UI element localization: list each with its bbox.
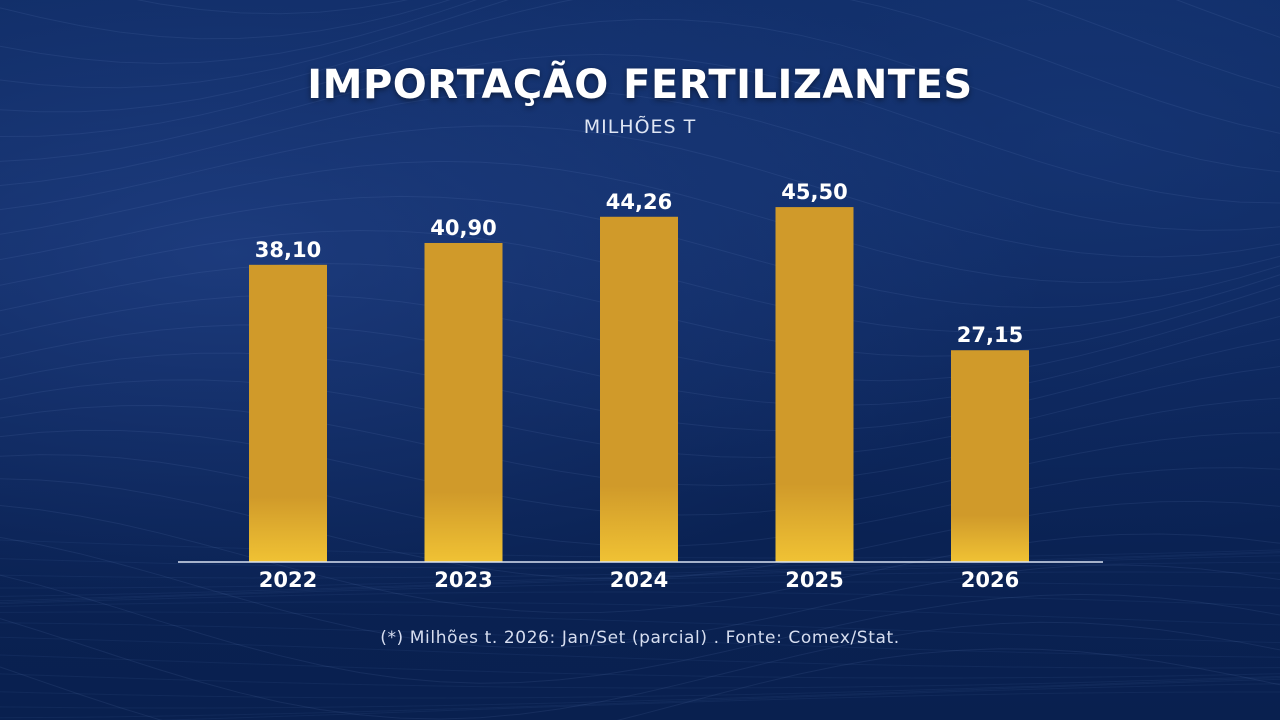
value-label-2023: 40,90	[430, 216, 496, 240]
wave-line	[0, 591, 1280, 607]
bar-2022	[249, 264, 327, 562]
category-label-2026: 2026	[961, 568, 1019, 592]
wave-line	[0, 574, 1280, 684]
wave-line	[0, 505, 1280, 614]
bar-2023	[424, 242, 503, 563]
wave-line	[0, 677, 1280, 699]
wave-line	[0, 0, 451, 40]
wave-line	[0, 581, 1280, 603]
wave-line	[0, 536, 1280, 649]
wave-line	[0, 673, 1280, 689]
wave-line	[0, 125, 1280, 258]
value-label-2025: 45,50	[781, 180, 847, 204]
wave-line	[0, 678, 1280, 709]
wave-line	[0, 601, 1280, 626]
wave-line	[0, 611, 1280, 644]
value-label-2022: 38,10	[255, 238, 321, 262]
value-label-2024: 44,26	[606, 190, 672, 214]
wave-line	[0, 571, 1280, 602]
wave-line	[0, 636, 1280, 669]
wave-line	[0, 89, 1280, 231]
value-label-2026: 27,15	[957, 323, 1023, 347]
wave-line	[0, 0, 1280, 89]
category-label-2025: 2025	[785, 568, 843, 592]
wave-line	[149, 691, 1280, 720]
category-label-2022: 2022	[259, 568, 317, 592]
chart-footnote: (*) Milhões t. 2026: Jan/Set (parcial) .…	[380, 628, 900, 648]
wave-line	[0, 478, 1280, 580]
wave-line	[0, 18, 1280, 173]
chart-subtitle: MILHÕES T	[583, 116, 697, 138]
wave-line	[0, 683, 1280, 719]
wave-line	[0, 0, 1280, 65]
bar-2025	[775, 207, 854, 562]
wave-line	[0, 561, 1280, 597]
wave-line	[0, 622, 1280, 658]
bar-2024	[600, 216, 678, 562]
category-label-2023: 2023	[434, 568, 492, 592]
wave-line	[0, 654, 1280, 679]
wave-line	[0, 0, 1280, 134]
chart-title: IMPORTAÇÃO FERTILIZANTES	[307, 62, 973, 108]
wave-line	[0, 551, 1280, 569]
wave-line	[0, 53, 1280, 204]
wave-line	[0, 160, 1280, 284]
wave-line	[0, 648, 1280, 720]
wave-line	[0, 618, 1280, 720]
wave-line	[136, 0, 409, 15]
category-label-2024: 2024	[610, 568, 668, 592]
wave-line	[0, 552, 1280, 579]
bar-2026	[951, 350, 1029, 562]
